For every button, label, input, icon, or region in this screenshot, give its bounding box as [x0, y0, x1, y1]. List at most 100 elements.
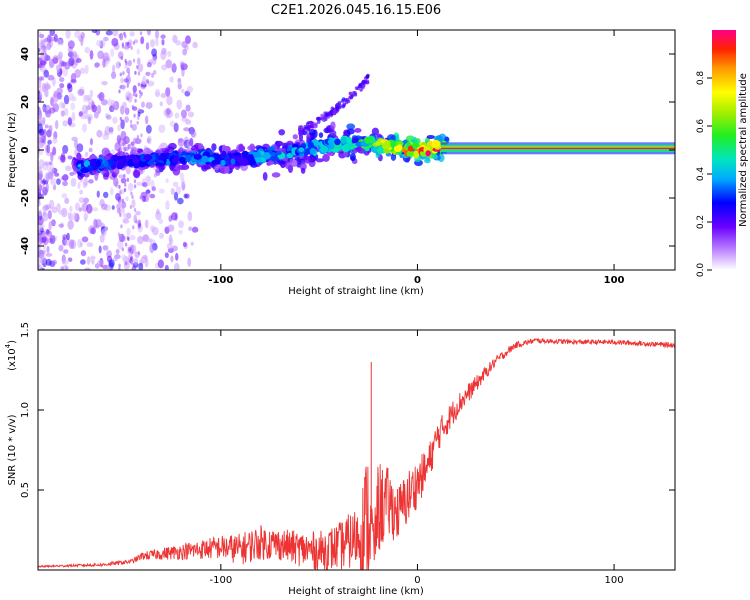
noise-mark — [190, 241, 194, 246]
noise-mark — [146, 30, 151, 36]
snr-marks — [38, 337, 675, 570]
noise-mark — [176, 99, 183, 110]
noise-mark — [129, 119, 133, 124]
noise-mark — [113, 256, 118, 262]
noise-mark — [103, 36, 109, 42]
ridge-core-mark — [89, 160, 97, 167]
ridge-core-mark — [376, 146, 386, 154]
colorbar-tick-label: 0.0 — [696, 263, 706, 278]
noise-mark — [136, 181, 143, 187]
noise-mark — [152, 226, 159, 236]
y-tick-label: -40 — [20, 237, 31, 255]
noise-mark — [161, 38, 165, 46]
noise-mark — [41, 45, 46, 51]
noise-mark — [80, 259, 86, 265]
noise-mark — [122, 71, 125, 76]
spectrogram-y-axis-label: Frequency (Hz) — [7, 112, 18, 188]
noise-mark — [67, 155, 73, 160]
noise-mark — [137, 251, 141, 256]
noise-mark — [118, 263, 121, 268]
ridge-cloud-mark — [247, 145, 256, 151]
y-tick-label: -20 — [20, 189, 31, 207]
noise-mark — [60, 154, 66, 163]
noise-mark — [144, 115, 149, 125]
noise-mark — [44, 82, 50, 91]
noise-mark — [38, 200, 41, 207]
noise-mark — [52, 57, 59, 64]
noise-mark — [132, 85, 137, 94]
noise-mark — [121, 247, 124, 252]
noise-mark — [151, 57, 157, 65]
snr-y-scale-prefix: (x10 — [7, 348, 18, 371]
noise-mark — [136, 57, 141, 65]
ridge-core-mark — [155, 162, 165, 167]
colorbar: 0.0 0.2 0.4 0.6 0.8 Normalized spectral ampl… — [696, 30, 749, 277]
noise-mark — [53, 33, 58, 43]
noise-mark — [126, 227, 131, 236]
upper-branch-mark — [330, 106, 335, 111]
noise-mark — [84, 151, 89, 158]
noise-mark — [145, 42, 150, 51]
noise-mark — [78, 197, 85, 204]
noise-mark — [74, 202, 80, 211]
noise-mark — [138, 222, 141, 227]
noise-mark — [141, 181, 148, 188]
noise-mark — [131, 124, 137, 131]
ridge-core-mark — [137, 160, 147, 168]
noise-mark — [83, 212, 89, 221]
noise-mark — [130, 46, 133, 51]
noise-mark — [90, 255, 96, 260]
noise-mark — [110, 126, 114, 135]
noise-mark — [104, 125, 112, 136]
ridge-cloud-mark — [346, 123, 356, 130]
noise-mark — [121, 254, 127, 261]
noise-mark — [137, 116, 140, 121]
noise-mark — [120, 224, 123, 229]
noise-mark — [187, 257, 192, 267]
noise-mark — [137, 82, 141, 87]
noise-mark — [125, 166, 131, 175]
noise-mark — [59, 101, 65, 109]
noise-mark — [118, 233, 125, 243]
noise-mark — [67, 40, 75, 49]
noise-mark — [89, 89, 94, 99]
ridge-core-mark — [384, 140, 391, 145]
spectrogram-x-ticks: -100 0 100 — [208, 30, 625, 286]
noise-mark — [38, 63, 43, 69]
noise-mark — [116, 207, 121, 214]
ridge-core-mark — [132, 156, 140, 164]
noise-mark — [138, 89, 142, 94]
ridge-cloud-mark — [201, 165, 210, 170]
noise-mark — [125, 196, 129, 202]
noise-mark — [145, 71, 151, 76]
noise-mark — [62, 144, 69, 154]
noise-mark — [158, 218, 164, 225]
y-tick-label: 1.5 — [20, 322, 31, 338]
noise-mark — [146, 61, 152, 68]
noise-mark — [124, 64, 130, 69]
noise-mark — [169, 76, 174, 83]
noise-mark — [133, 113, 136, 118]
ridge-cloud-mark — [278, 160, 286, 165]
noise-mark — [106, 114, 112, 120]
noise-mark — [57, 38, 62, 46]
x-tick-label: -100 — [209, 575, 232, 586]
noise-mark — [111, 30, 119, 37]
ridge-cloud-mark — [318, 132, 324, 138]
noise-mark — [139, 94, 142, 99]
noise-mark — [118, 174, 124, 179]
noise-mark — [77, 88, 85, 96]
snr-y-scale-label: (x104) — [4, 340, 18, 371]
noise-mark — [110, 48, 115, 58]
noise-mark — [38, 106, 42, 116]
noise-mark — [96, 104, 102, 115]
noise-mark — [134, 98, 137, 103]
noise-mark — [91, 30, 98, 34]
noise-mark — [132, 40, 136, 45]
noise-mark — [85, 105, 91, 111]
noise-mark — [153, 173, 157, 178]
noise-mark — [67, 117, 73, 126]
noise-mark — [186, 85, 194, 93]
ridge-core-mark — [406, 150, 415, 157]
noise-mark — [47, 74, 55, 81]
